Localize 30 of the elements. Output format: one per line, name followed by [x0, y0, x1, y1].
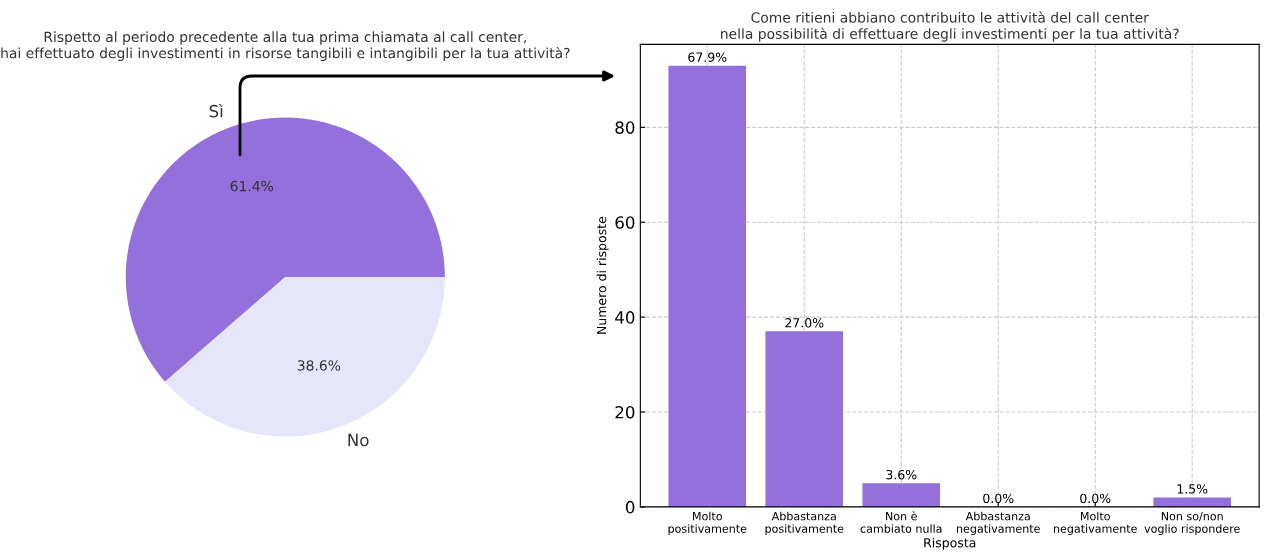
- y-tick-label: 0: [625, 500, 635, 514]
- chart-title: Come ritieni abbiano contribuito le attività del call center nella possibilità di effettuare degli investimenti per la tua attività?: [721, 11, 1179, 42]
- annotation: 1.5%: [1177, 484, 1208, 494]
- x-tick-label: Non è cambiato nulla: [860, 511, 942, 533]
- pie-slice: [125, 117, 445, 382]
- chart-title: Rispetto al periodo precedente alla tua prima chiamata al call center, hai effettuato degli investimenti in risorse tangibili e intangibili per la tua attività?: [1, 31, 570, 61]
- bar: [862, 483, 941, 507]
- y-tick-label: 80: [615, 121, 635, 134]
- x-tick-label: Molto positivamente: [668, 511, 747, 535]
- x-tick-label: Abbastanza positivamente: [765, 511, 844, 535]
- annotation: 27.0%: [785, 318, 824, 328]
- bar: [1153, 497, 1231, 507]
- data-label: 38.6%: [297, 360, 341, 371]
- x-axis-title: Risposta: [924, 537, 976, 550]
- x-tick-label: Molto negativamente: [1053, 511, 1137, 535]
- slice-label: Sì: [209, 103, 223, 118]
- annotation: 67.9%: [688, 52, 727, 62]
- annotation: 0.0%: [1080, 493, 1111, 504]
- y-tick-label: 60: [615, 216, 635, 229]
- y-axis-title: Numero di risposte: [596, 216, 609, 334]
- slice-label: No: [348, 433, 369, 447]
- annotation: 0.0%: [983, 493, 1014, 504]
- y-tick-label: 20: [615, 405, 635, 419]
- bar: [765, 331, 844, 507]
- data-label: 61.4%: [230, 180, 274, 192]
- x-tick-label: Non so/non voglio rispondere: [1144, 512, 1240, 535]
- y-tick-label: 40: [615, 311, 635, 324]
- annotation: 3.6%: [886, 469, 917, 480]
- x-tick-label: Abbastanza negativamente: [957, 511, 1040, 535]
- bar: [668, 65, 747, 507]
